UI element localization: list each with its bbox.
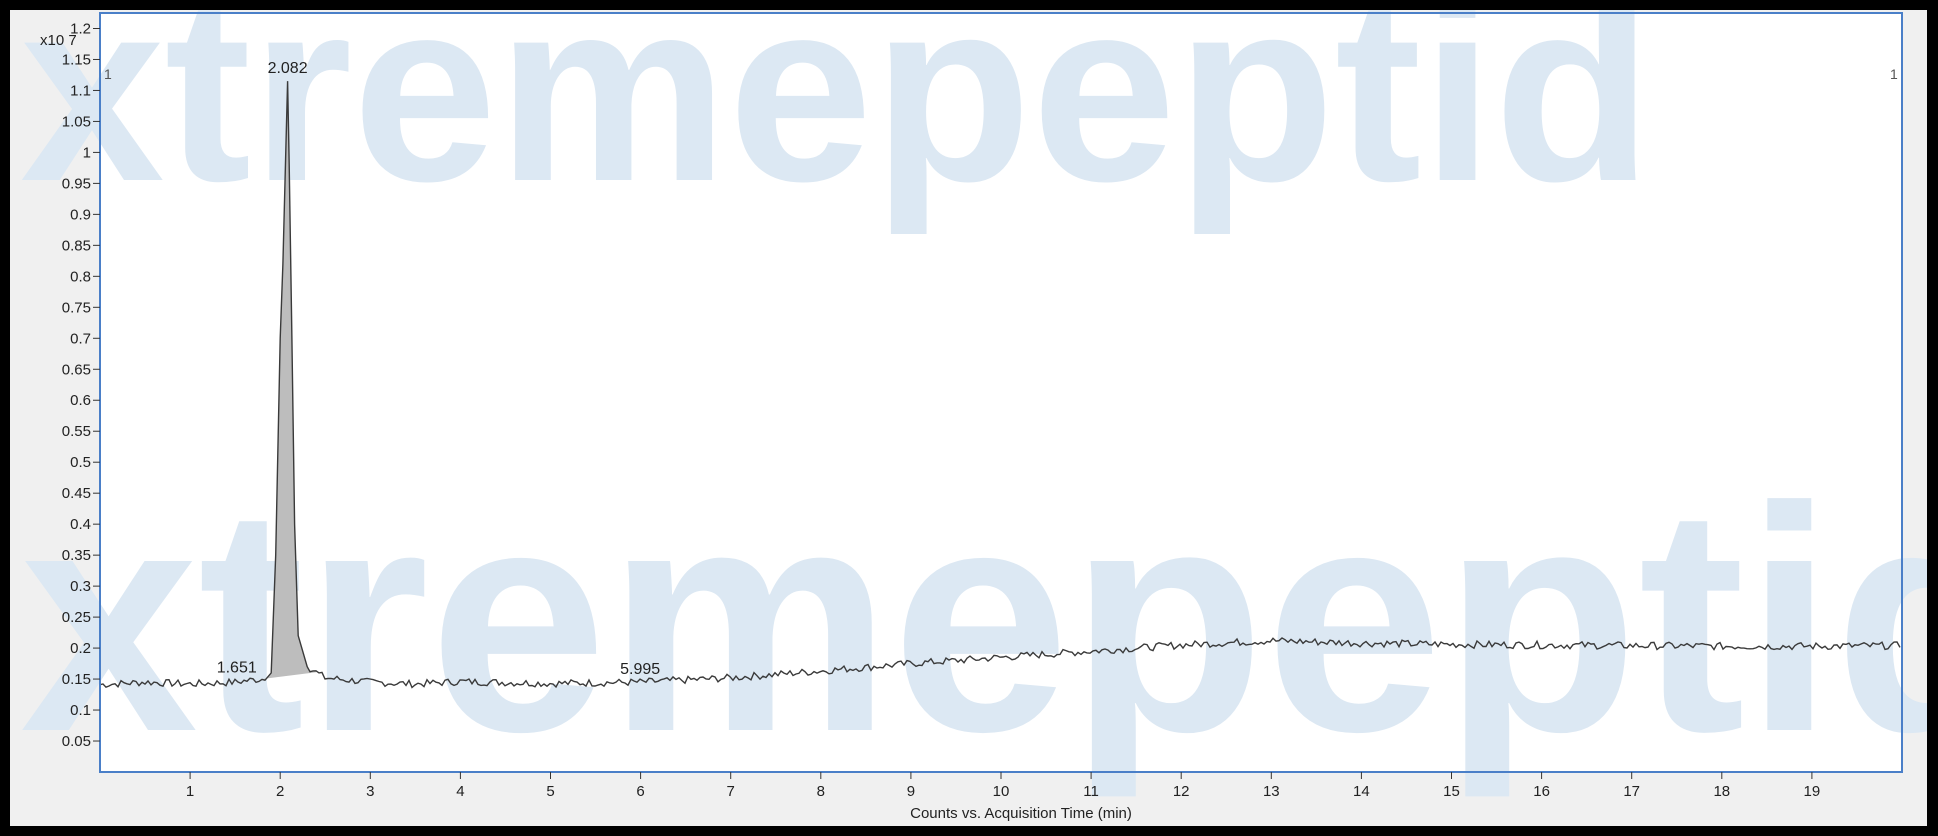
x-tick-label: 17 [1623,783,1640,800]
x-tick-label: 4 [456,783,464,800]
x-tick-label: 8 [817,783,825,800]
y-tick-label: 0.1 [70,702,91,719]
y-tick-label: 0.25 [62,609,91,626]
y-tick-label: 0.85 [62,237,91,254]
y-tick-label: 1.1 [70,82,91,99]
y-tick-label: 0.7 [70,330,91,347]
x-tick-label: 6 [636,783,644,800]
x-tick-label: 11 [1083,783,1099,800]
x-tick-label: 13 [1263,783,1280,800]
y-tick-label: 0.5 [70,454,91,471]
x-tick-label: 12 [1173,783,1190,800]
y-tick-label: 0.95 [62,175,91,192]
x-tick-label: 14 [1353,783,1370,800]
y-tick-label: 0.4 [70,516,91,533]
x-tick-label: 15 [1443,783,1460,800]
y-multiplier-label: x10 7 [40,32,77,49]
y-tick-label: 1.2 [70,20,91,37]
x-tick-label: 9 [907,783,915,800]
watermark-top: xtremepeptid [20,10,1653,237]
series-line [99,81,1901,689]
y-tick-label: 0.45 [62,485,91,502]
watermark-bottom: xtremepeptid [20,440,1927,800]
corner-label-right: 1 [1890,66,1898,82]
chromatogram-chart: xtremepeptid xtremepeptid 0.05 0.1 0.15 0.2 0… [20,10,1927,822]
x-axis-title: Counts vs. Acquisition Time (min) [910,805,1132,822]
x-tick-label: 1 [186,783,194,800]
x-tick-label: 16 [1533,783,1550,800]
y-tick-label: 0.55 [62,423,91,440]
x-tick-label: 7 [727,783,735,800]
y-tick-label: 0.65 [62,361,91,378]
y-tick-label: 1.15 [62,51,91,68]
y-tick-label: 0.3 [70,578,91,595]
y-tick-label: 1.05 [62,113,91,130]
peak-fill-area [262,81,317,681]
y-tick-label: 0.9 [70,206,91,223]
y-tick-label: 0.35 [62,547,91,564]
x-tick-label: 5 [546,783,554,800]
y-tick-label: 0.2 [70,640,91,657]
x-tick-label: 3 [366,783,374,800]
y-tick-label: 1 [83,144,91,161]
corner-label-left: 1 [104,66,112,82]
y-tick-label: 0.6 [70,392,91,409]
y-tick-label: 0.75 [62,299,91,316]
y-tick-label: 0.15 [62,671,91,688]
peak-label: 1.651 [217,659,257,676]
x-tick-label: 18 [1713,783,1730,800]
y-tick-label: 0.05 [62,733,91,750]
chromatogram-window: xtremepeptid xtremepeptid 0.05 0.1 0.15 0.2 0… [10,10,1927,826]
plot-area [100,13,1902,772]
peak-label: 2.082 [268,60,308,77]
y-tick-label: 0.8 [70,268,91,285]
x-tick-label: 19 [1804,783,1821,800]
x-tick-label: 10 [993,783,1010,800]
x-tick-label: 2 [276,783,284,800]
peak-label: 5.995 [620,661,660,678]
